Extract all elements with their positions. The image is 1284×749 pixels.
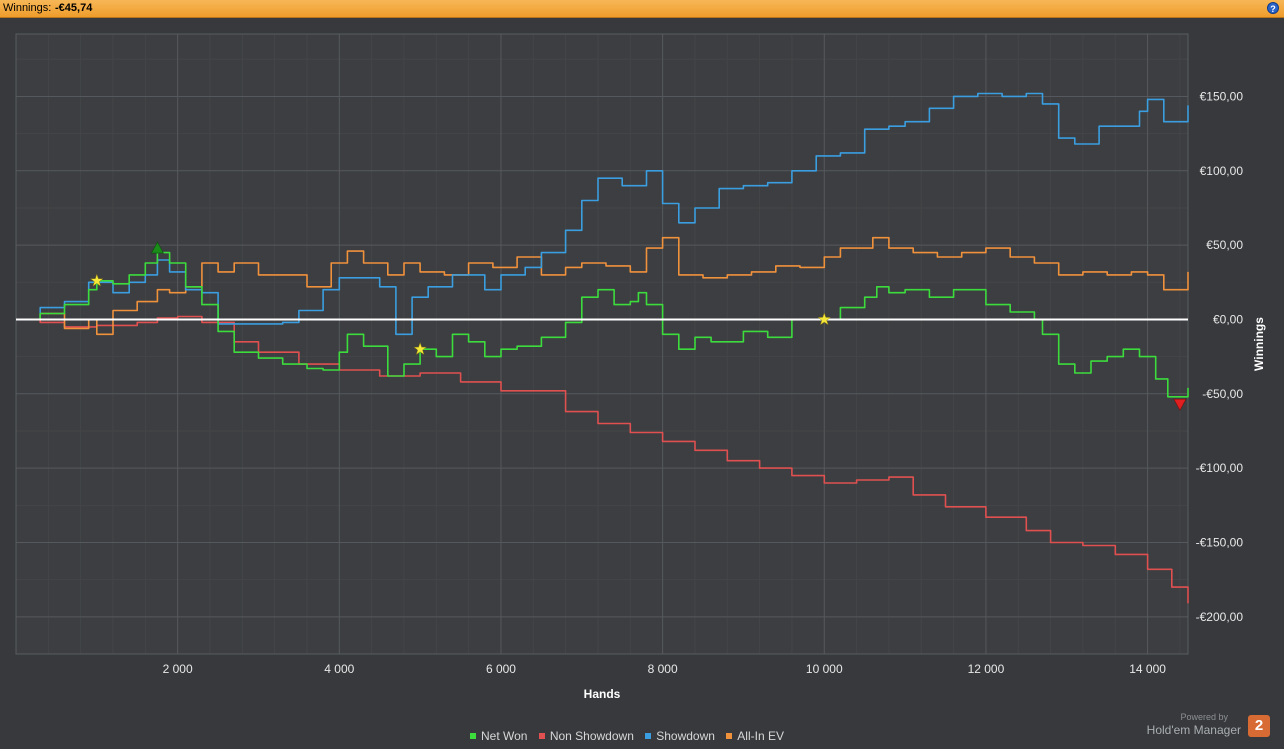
low-marker [1173,398,1187,411]
legend-label: Net Won [481,729,528,743]
winnings-chart: €150,00 €100,00 €50,00 €0,00 -€50,00 -€100,00… [15,33,1266,701]
y-tick-label: -€100,00 [1196,461,1244,475]
y-tick-label: -€200,00 [1196,610,1244,624]
legend-item-showdown[interactable]: Showdown [645,729,715,743]
plot-area [16,34,1188,654]
y-tick-label: €0,00 [1213,312,1243,326]
grid [15,33,1189,655]
x-tick-label: 6 000 [486,662,516,676]
winnings-label: Winnings: [3,2,52,14]
legend-item-net-won[interactable]: Net Won [470,729,527,743]
markers-layer [89,241,1187,411]
x-tick-label: 12 000 [968,662,1005,676]
x-tick-label: 8 000 [648,662,678,676]
help-icon[interactable]: ? [1267,2,1279,14]
y-axis-ticks: €150,00 €100,00 €50,00 €0,00 -€50,00 -€100,00… [1196,89,1244,623]
winnings-value: -€45,74 [55,2,93,14]
plot-border [15,33,1189,655]
series-line-net-won [16,251,1189,398]
y-tick-label: €50,00 [1206,238,1243,252]
legend-item-non-showdown[interactable]: Non Showdown [538,729,634,743]
legend-label: Showdown [656,729,715,743]
title-bar: Winnings: -€45,74 ? [0,0,1284,18]
legend-item-all-in-ev[interactable]: All-In EV [726,729,784,743]
series-line-non-showdown [16,315,1189,604]
legend-label: Non Showdown [549,729,634,743]
legend-label: All-In EV [737,729,784,743]
star-marker [89,273,104,287]
x-tick-label: 2 000 [163,662,193,676]
star-marker [817,312,832,326]
star-marker [413,341,428,356]
y-tick-label: €100,00 [1200,164,1244,178]
x-tick-label: 10 000 [806,662,843,676]
x-tick-label: 4 000 [324,662,354,676]
series-layer [16,92,1189,604]
product-name: Hold'em Manager [1146,723,1241,737]
legend: Net Won Non Showdown Showdown All-In EV [470,729,792,743]
peak-marker [150,241,164,254]
legend-swatch [470,733,476,739]
legend-swatch [538,733,545,739]
series-line-showdown [16,92,1189,336]
legend-swatch [645,733,652,739]
y-tick-label: -€50,00 [1202,387,1243,401]
branding: Powered by Hold'em Manager 2 [1120,712,1270,743]
y-axis-label: Winnings [1252,317,1266,371]
legend-swatch [726,733,733,739]
hm2-logo-icon: 2 [1248,715,1270,737]
x-axis-label: Hands [584,687,621,701]
powered-by-text: Powered by [1180,712,1228,722]
y-tick-label: -€150,00 [1196,535,1244,549]
x-axis-ticks: 2 000 4 000 6 000 8 000 10 000 12 000 14 000 [163,662,1167,676]
x-tick-label: 14 000 [1129,662,1166,676]
y-tick-label: €150,00 [1200,89,1244,103]
